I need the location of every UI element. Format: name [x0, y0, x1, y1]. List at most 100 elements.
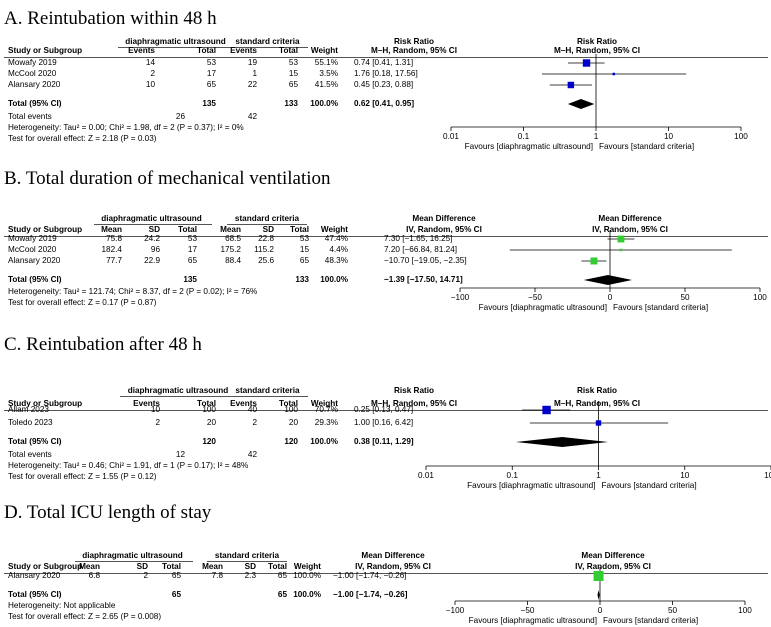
header-divider [4, 57, 768, 58]
mean2-value: 175.2 [220, 245, 242, 254]
effect-method-header: IV, Random, 95% CI [406, 225, 482, 234]
total2-header: Total [268, 562, 287, 571]
total-events-label: Total events [8, 112, 52, 121]
weight-header: Weight [320, 225, 348, 234]
total-weight: 100.0% [310, 437, 338, 446]
study-point-estimate [567, 81, 575, 89]
group1-underline [117, 47, 236, 48]
total2-header: Total [279, 399, 298, 408]
group1-underline [74, 561, 193, 562]
x-tick-label: 10 [664, 132, 674, 141]
effect-ci-value: 7.30 [−1.65, 16.25] [384, 234, 453, 243]
sd2-header: SD [262, 225, 274, 234]
total2-value: 53 [299, 234, 309, 243]
x-tick-label: −100 [446, 606, 465, 615]
header-divider [4, 236, 768, 237]
weight-value: 55.1% [314, 58, 338, 67]
total1-value: 53 [187, 234, 197, 243]
heterogeneity-stat: Heterogeneity: Tau² = 0.00; Chi² = 1.98,… [8, 123, 244, 132]
mean1-value: 182.4 [101, 245, 123, 254]
total-events1: 26 [175, 112, 185, 121]
study-name: Mowafy 2019 [8, 234, 57, 243]
plot-effect-header: Mean Difference [581, 551, 645, 560]
x-tick-label: −100 [451, 293, 470, 302]
mean2-value: 7.8 [211, 571, 223, 580]
total-n2: 120 [284, 437, 298, 446]
total2-value: 65 [299, 256, 309, 265]
favours-left-label: Favours [diaphragmatic ultrasound] [478, 303, 607, 312]
x-tick-label: 0.1 [507, 471, 519, 480]
total-events1: 12 [175, 450, 185, 459]
x-tick-label: 100 [753, 293, 767, 302]
total1-value: 65 [171, 571, 181, 580]
total-label: Total (95% CI) [8, 99, 62, 108]
sd1-value: 2 [143, 571, 148, 580]
events1-value: 2 [155, 418, 160, 427]
study-point-estimate [617, 235, 625, 243]
favours-right-label: Favours [standard criteria] [613, 303, 709, 312]
total-n2: 133 [295, 275, 309, 284]
plot-effect-header: Mean Difference [598, 214, 662, 223]
total-ci: 0.62 [0.41, 0.95] [354, 99, 415, 108]
study-name: Alansary 2020 [8, 80, 61, 89]
total1-value: 17 [206, 69, 216, 78]
mean2-header: Mean [202, 562, 223, 571]
mean1-header: Mean [79, 562, 100, 571]
x-tick-label: 10 [680, 471, 690, 480]
x-tick-label: −50 [521, 606, 535, 615]
total-weight: 100.0% [320, 275, 348, 284]
group1-header: diaphragmatic ultrasound [82, 551, 183, 560]
heterogeneity-stat: Heterogeneity: Not applicable [8, 601, 116, 610]
header-divider [4, 573, 768, 574]
events2-value: 22 [247, 80, 257, 89]
study-name: Allam 2023 [8, 405, 49, 414]
plot-method-header: IV, Random, 95% CI [592, 225, 668, 234]
weight-value: 4.4% [329, 245, 348, 254]
effect-method-header: M–H, Random, 95% CI [371, 399, 457, 408]
panel-title: A. Reintubation within 48 h [4, 8, 217, 29]
effect-ci-value: −1.00 [−1.74, −0.26] [333, 571, 407, 580]
total-ci: −1.39 [−17.50, 14.71] [384, 275, 463, 284]
total-n1: 135 [183, 275, 197, 284]
weight-value: 100.0% [293, 571, 321, 580]
sd2-value: 115.2 [254, 245, 274, 254]
group2-underline [227, 47, 308, 48]
total2-value: 20 [288, 418, 298, 427]
plot-method-header: M–H, Random, 95% CI [554, 46, 640, 55]
study-point-estimate [582, 59, 591, 67]
mean2-value: 88.4 [225, 256, 241, 265]
weight-value: 3.5% [319, 69, 338, 78]
effect-ci-value: 0.45 [0.23, 0.88] [354, 80, 414, 89]
effect-ci-value: 1.76 [0.18, 17.56] [354, 69, 418, 78]
events2-value: 2 [252, 418, 257, 427]
effect-header: Mean Difference [412, 214, 476, 223]
study-point-estimate [593, 571, 604, 581]
weight-value: 48.3% [324, 256, 348, 265]
events2-value: 40 [247, 405, 257, 414]
total-weight: 100.0% [310, 99, 338, 108]
total1-header: Total [162, 562, 181, 571]
total-label: Total (95% CI) [8, 590, 62, 599]
total-n2: 133 [284, 99, 298, 108]
pooled-diamond [515, 437, 609, 447]
effect-method-header: M–H, Random, 95% CI [371, 46, 457, 55]
plot-effect-header: Risk Ratio [576, 37, 618, 46]
study-point-estimate [542, 405, 551, 415]
total-label: Total (95% CI) [8, 275, 62, 284]
events1-value: 2 [150, 69, 155, 78]
study-name: McCool 2020 [8, 245, 57, 254]
favours-left-label: Favours [diaphragmatic ultrasound] [464, 142, 593, 151]
total1-value: 53 [206, 58, 216, 67]
plot-method-header: M–H, Random, 95% CI [554, 399, 640, 408]
study-point-estimate [595, 420, 602, 426]
weight-header: Weight [310, 399, 338, 408]
events1-value: 10 [145, 80, 155, 89]
group2-header: standard criteria [214, 551, 280, 560]
weight-header: Weight [310, 46, 338, 55]
favours-right-label: Favours [standard criteria] [601, 481, 697, 490]
events2-header: Events [230, 46, 257, 55]
total2-value: 15 [299, 245, 309, 254]
heterogeneity-stat: Heterogeneity: Tau² = 0.46; Chi² = 1.91,… [8, 461, 249, 470]
group2-header: standard criteria [235, 386, 300, 395]
